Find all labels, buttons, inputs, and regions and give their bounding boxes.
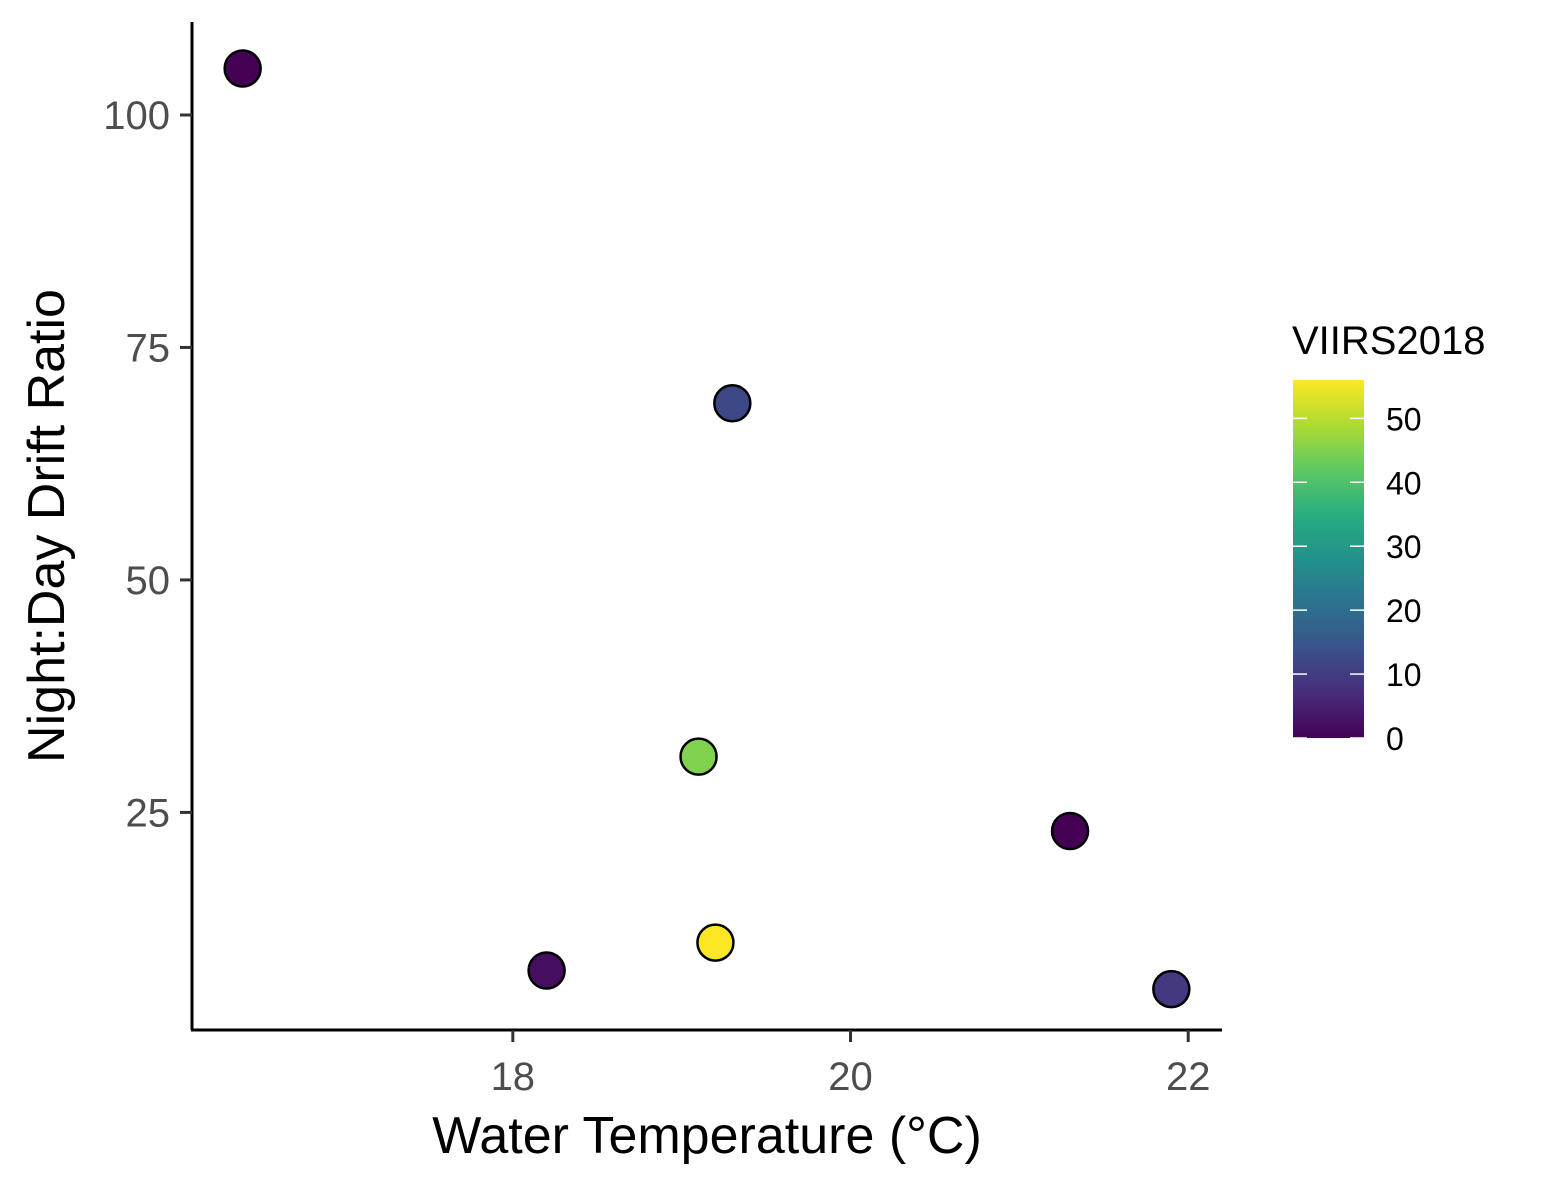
y-tick-label: 50 [126, 559, 171, 603]
colorbar-tick-label: 50 [1386, 401, 1422, 437]
y-tick-label: 75 [126, 326, 171, 370]
colorbar-tick-label: 40 [1386, 465, 1422, 501]
y-axis-title: Night:Day Drift Ratio [18, 289, 76, 763]
colorbar-legend: VIIRS2018 0 10 20 30 40 50 [1292, 319, 1485, 757]
y-tick-label: 25 [126, 791, 171, 835]
x-axis-title: Water Temperature (°C) [432, 1107, 982, 1165]
x-tick-label: 22 [1166, 1055, 1211, 1099]
colorbar-ticks: 0 10 20 30 40 50 [1293, 401, 1422, 757]
data-point [713, 384, 752, 423]
colorbar-tick-label: 0 [1386, 721, 1404, 757]
x-tick-label: 18 [491, 1055, 536, 1099]
data-point [223, 49, 262, 88]
y-axis-ticks: 25 50 75 100 [103, 94, 192, 835]
data-point [1050, 811, 1090, 851]
legend-title: VIIRS2018 [1292, 319, 1485, 363]
data-point [527, 951, 566, 990]
x-tick-label: 20 [828, 1055, 873, 1099]
colorbar [1293, 380, 1364, 738]
colorbar-tick-label: 30 [1386, 529, 1422, 565]
data-point [1152, 969, 1191, 1009]
colorbar-tick-label: 20 [1386, 593, 1422, 629]
data-points [223, 49, 1191, 1009]
data-point [679, 737, 718, 776]
data-point [696, 923, 735, 962]
x-axis-ticks: 18 20 22 [491, 1030, 1211, 1099]
colorbar-tick-label: 10 [1386, 657, 1422, 693]
y-tick-label: 100 [103, 94, 170, 138]
